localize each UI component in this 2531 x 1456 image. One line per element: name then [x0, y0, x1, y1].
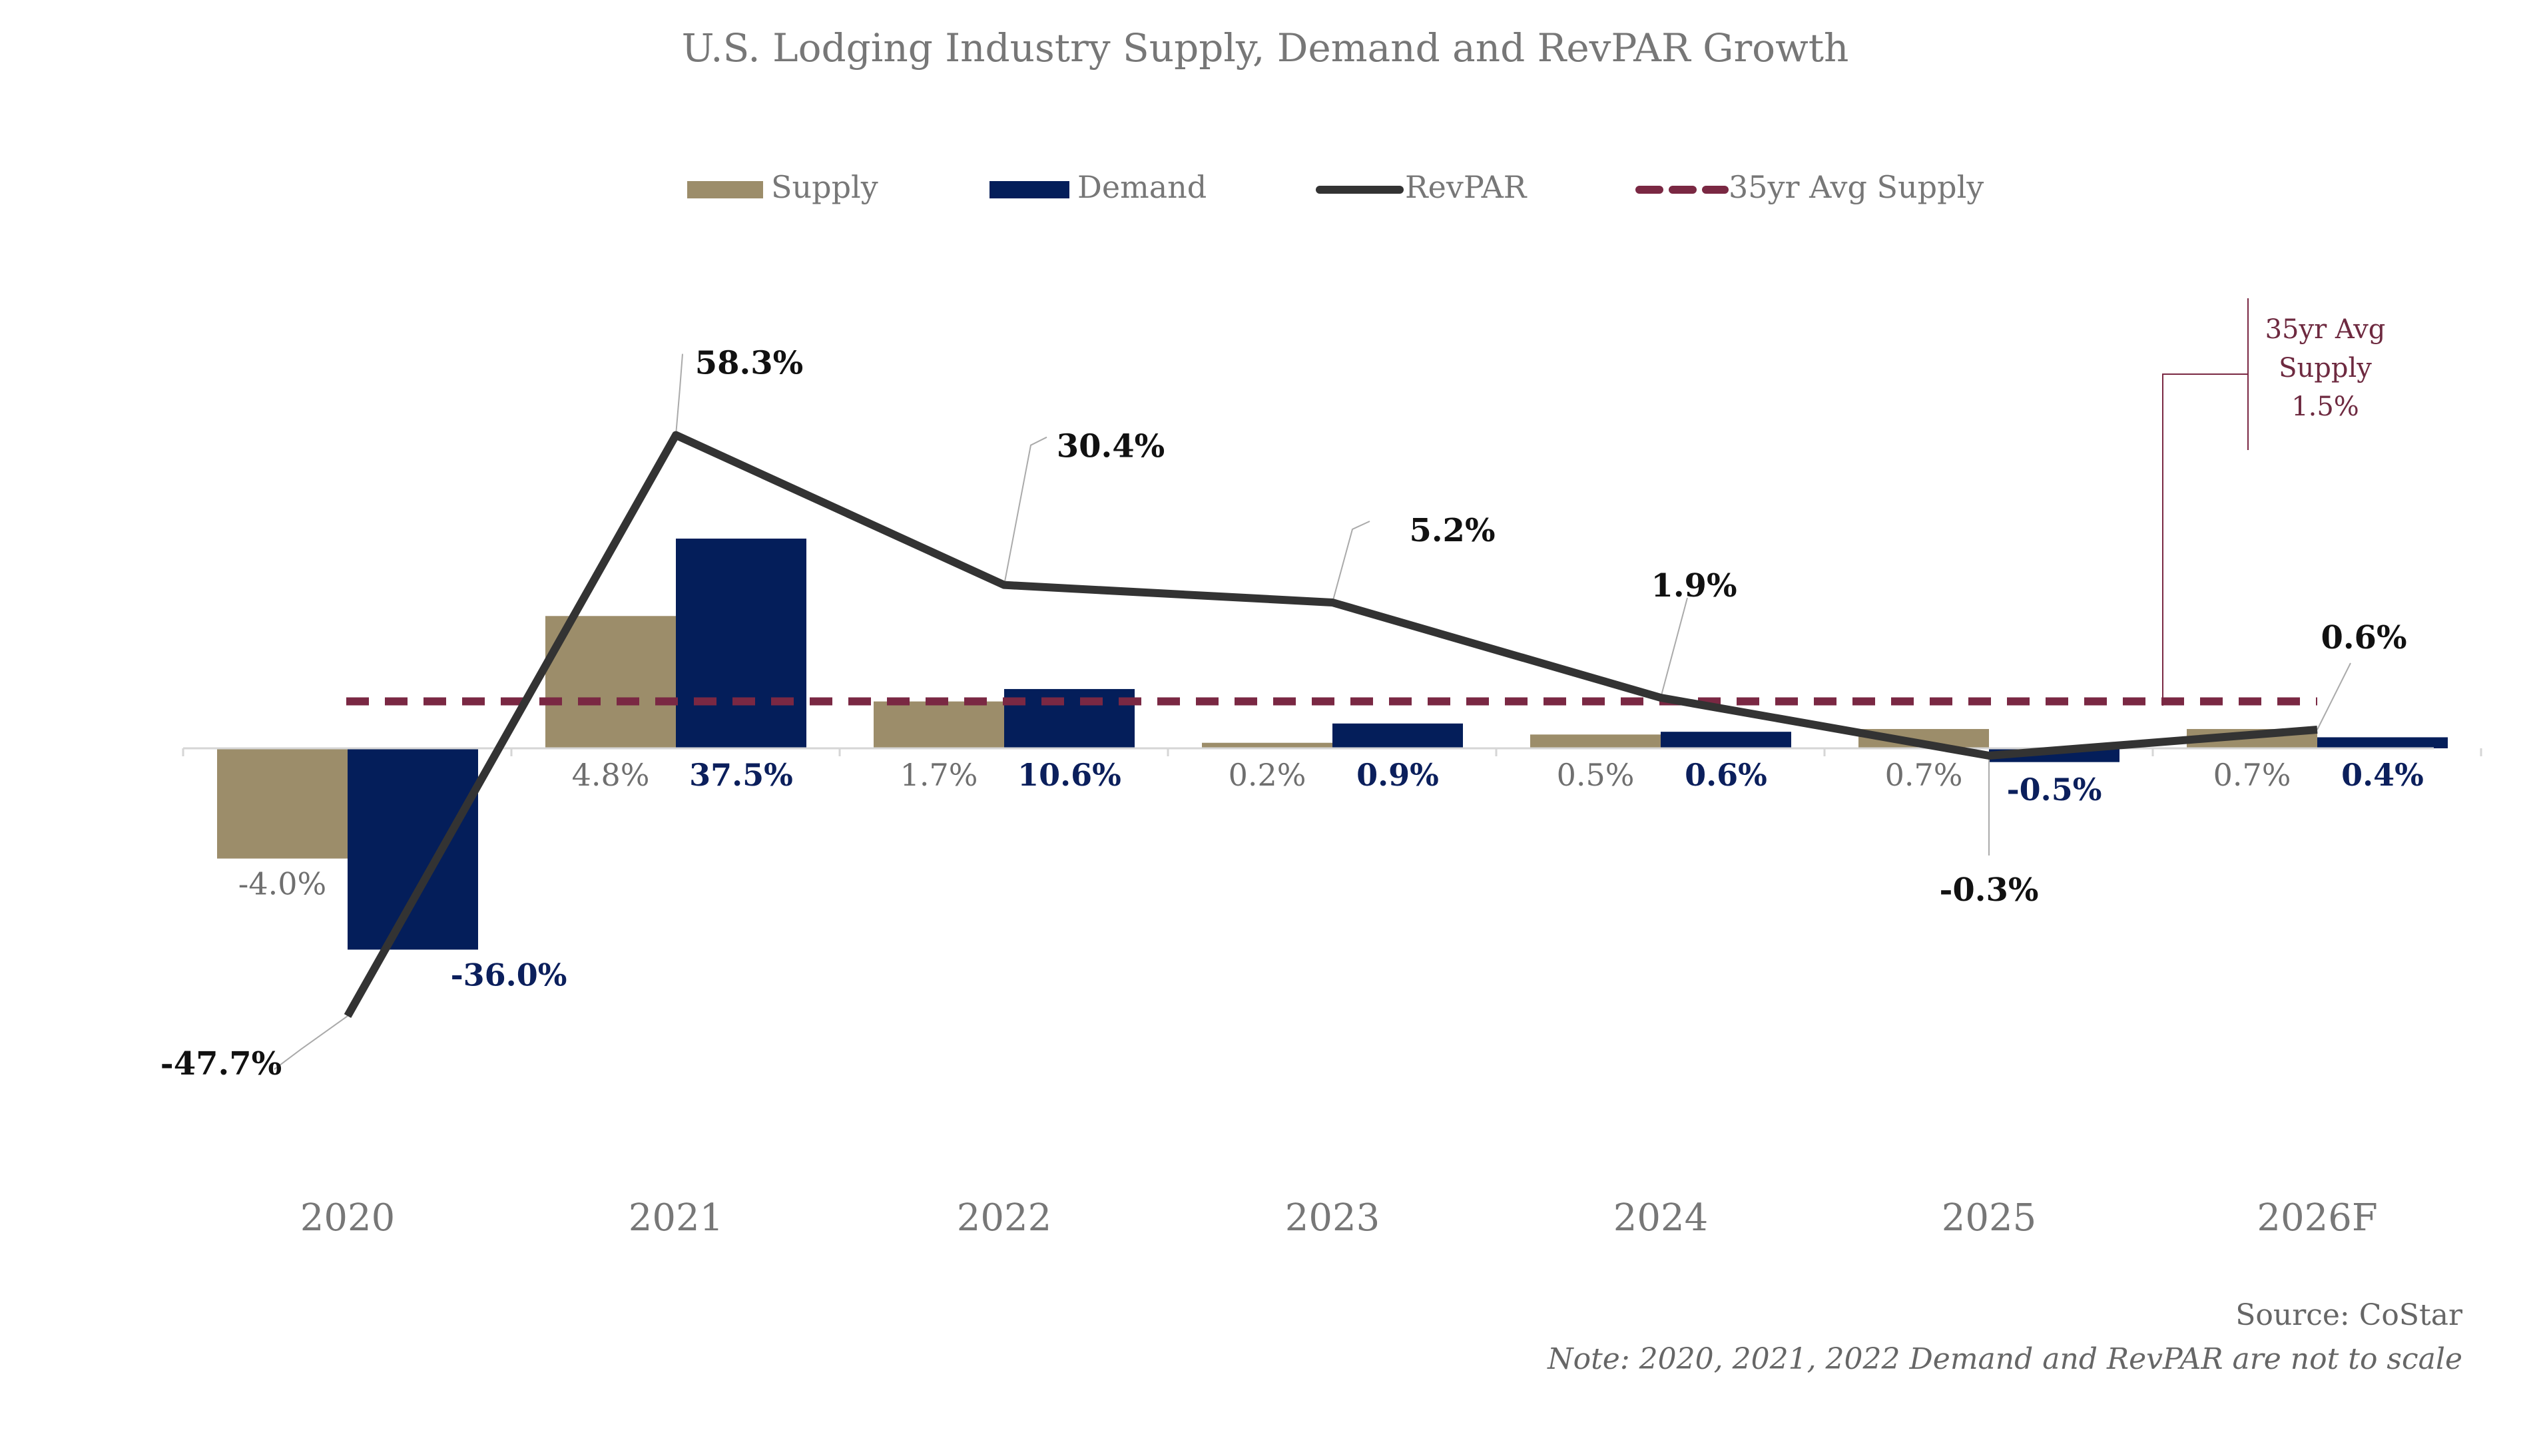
x-axis-ticks: [182, 748, 2482, 756]
demand-data-labels: -36.0% 37.5% 10.6% 0.9% 0.6% -0.5% 0.4%: [451, 757, 2424, 993]
demand-data-label: -0.5%: [2007, 772, 2102, 808]
demand-bar: [348, 748, 478, 950]
revpar-data-label: 5.2%: [1409, 512, 1495, 549]
revpar-line: [344, 431, 2318, 1019]
supply-bar: [874, 701, 1004, 748]
x-axis-labels: 2020 2021 2022 2023 2024 2025 2026F: [300, 1196, 2378, 1240]
revpar-data-label: 30.4%: [1057, 428, 1165, 465]
supply-bar: [217, 748, 348, 859]
demand-bar: [1332, 723, 1463, 748]
supply-bar: [1202, 742, 1332, 748]
demand-bar: [2317, 737, 2448, 748]
revpar-leader-line: [274, 1015, 348, 1070]
demand-bar: [676, 539, 806, 748]
revpar-leader-line: [1332, 521, 1370, 603]
supply-data-label: -4.0%: [238, 866, 326, 902]
revpar-leader-line: [675, 354, 683, 435]
supply-bar: [1530, 734, 1661, 748]
x-axis-label: 2023: [1285, 1196, 1380, 1240]
demand-data-label: 0.9%: [1356, 757, 1439, 793]
revpar-data-label: -0.3%: [1939, 871, 2038, 909]
supply-bars: [217, 616, 2317, 859]
revpar-data-label: 0.6%: [2321, 619, 2406, 656]
avg-annotation-line-3: 1.5%: [2291, 391, 2359, 422]
avg-annotation-line-1: 35yr Avg: [2265, 314, 2386, 345]
source-text: Source: CoStar: [2235, 1298, 2463, 1332]
x-axis-label: 2026F: [2257, 1196, 2377, 1240]
avg-annotation-leader: [2162, 373, 2248, 706]
revpar-data-label: 1.9%: [1651, 567, 1737, 605]
legend: Supply Demand RevPAR 35yr Avg Supply: [687, 169, 1984, 205]
revpar-leader-line: [1660, 597, 1688, 698]
legend-label-avg-supply: 35yr Avg Supply: [1729, 169, 1984, 205]
revpar-leader-lines: [274, 354, 2351, 1070]
x-axis-label: 2024: [1613, 1196, 1709, 1240]
demand-data-label: 0.4%: [2341, 757, 2424, 793]
supply-data-label: 0.2%: [1229, 757, 1306, 793]
revpar-data-label: -47.7%: [160, 1045, 282, 1083]
x-axis-label: 2021: [629, 1196, 724, 1240]
legend-label-demand: Demand: [1077, 169, 1207, 205]
demand-data-label: 10.6%: [1017, 757, 1121, 793]
revpar-leader-line: [2317, 662, 2351, 730]
demand-data-label: 37.5%: [689, 757, 793, 793]
legend-label-revpar: RevPAR: [1405, 169, 1528, 205]
revpar-data-labels: -47.7% 58.3% 30.4% 5.2% 1.9% -0.3% 0.6%: [160, 345, 2407, 1083]
supply-data-label: 4.8%: [572, 757, 650, 793]
note-text: Note: 2020, 2021, 2022 Demand and RevPAR…: [1547, 1342, 2462, 1376]
chart-title: U.S. Lodging Industry Supply, Demand and…: [682, 25, 1849, 71]
supply-bar: [545, 616, 676, 748]
supply-data-label: 1.7%: [900, 757, 978, 793]
supply-data-label: 0.5%: [1557, 757, 1635, 793]
avg-annotation-line-2: Supply: [2279, 353, 2372, 383]
demand-bar: [1004, 688, 1135, 748]
x-axis-label: 2020: [300, 1196, 396, 1240]
revpar-leader-line: [1003, 436, 1047, 585]
revpar-data-label: 58.3%: [695, 345, 804, 382]
demand-bar: [1661, 732, 1791, 748]
avg-supply-annotation: 35yr Avg Supply 1.5%: [2162, 298, 2386, 706]
legend-label-supply: Supply: [771, 169, 878, 205]
supply-data-labels: -4.0% 4.8% 1.7% 0.2% 0.5% 0.7% 0.7%: [238, 757, 2291, 902]
x-axis-label: 2025: [1942, 1196, 2037, 1240]
legend-swatch-demand: [989, 181, 1069, 198]
supply-data-label: 0.7%: [1885, 757, 1963, 793]
demand-data-label: 0.6%: [1685, 757, 1767, 793]
demand-data-label: -36.0%: [451, 957, 567, 993]
legend-swatch-supply: [687, 181, 763, 198]
demand-bars: [348, 539, 2448, 950]
supply-data-label: 0.7%: [2213, 757, 2291, 793]
x-axis-label: 2022: [957, 1196, 1052, 1240]
